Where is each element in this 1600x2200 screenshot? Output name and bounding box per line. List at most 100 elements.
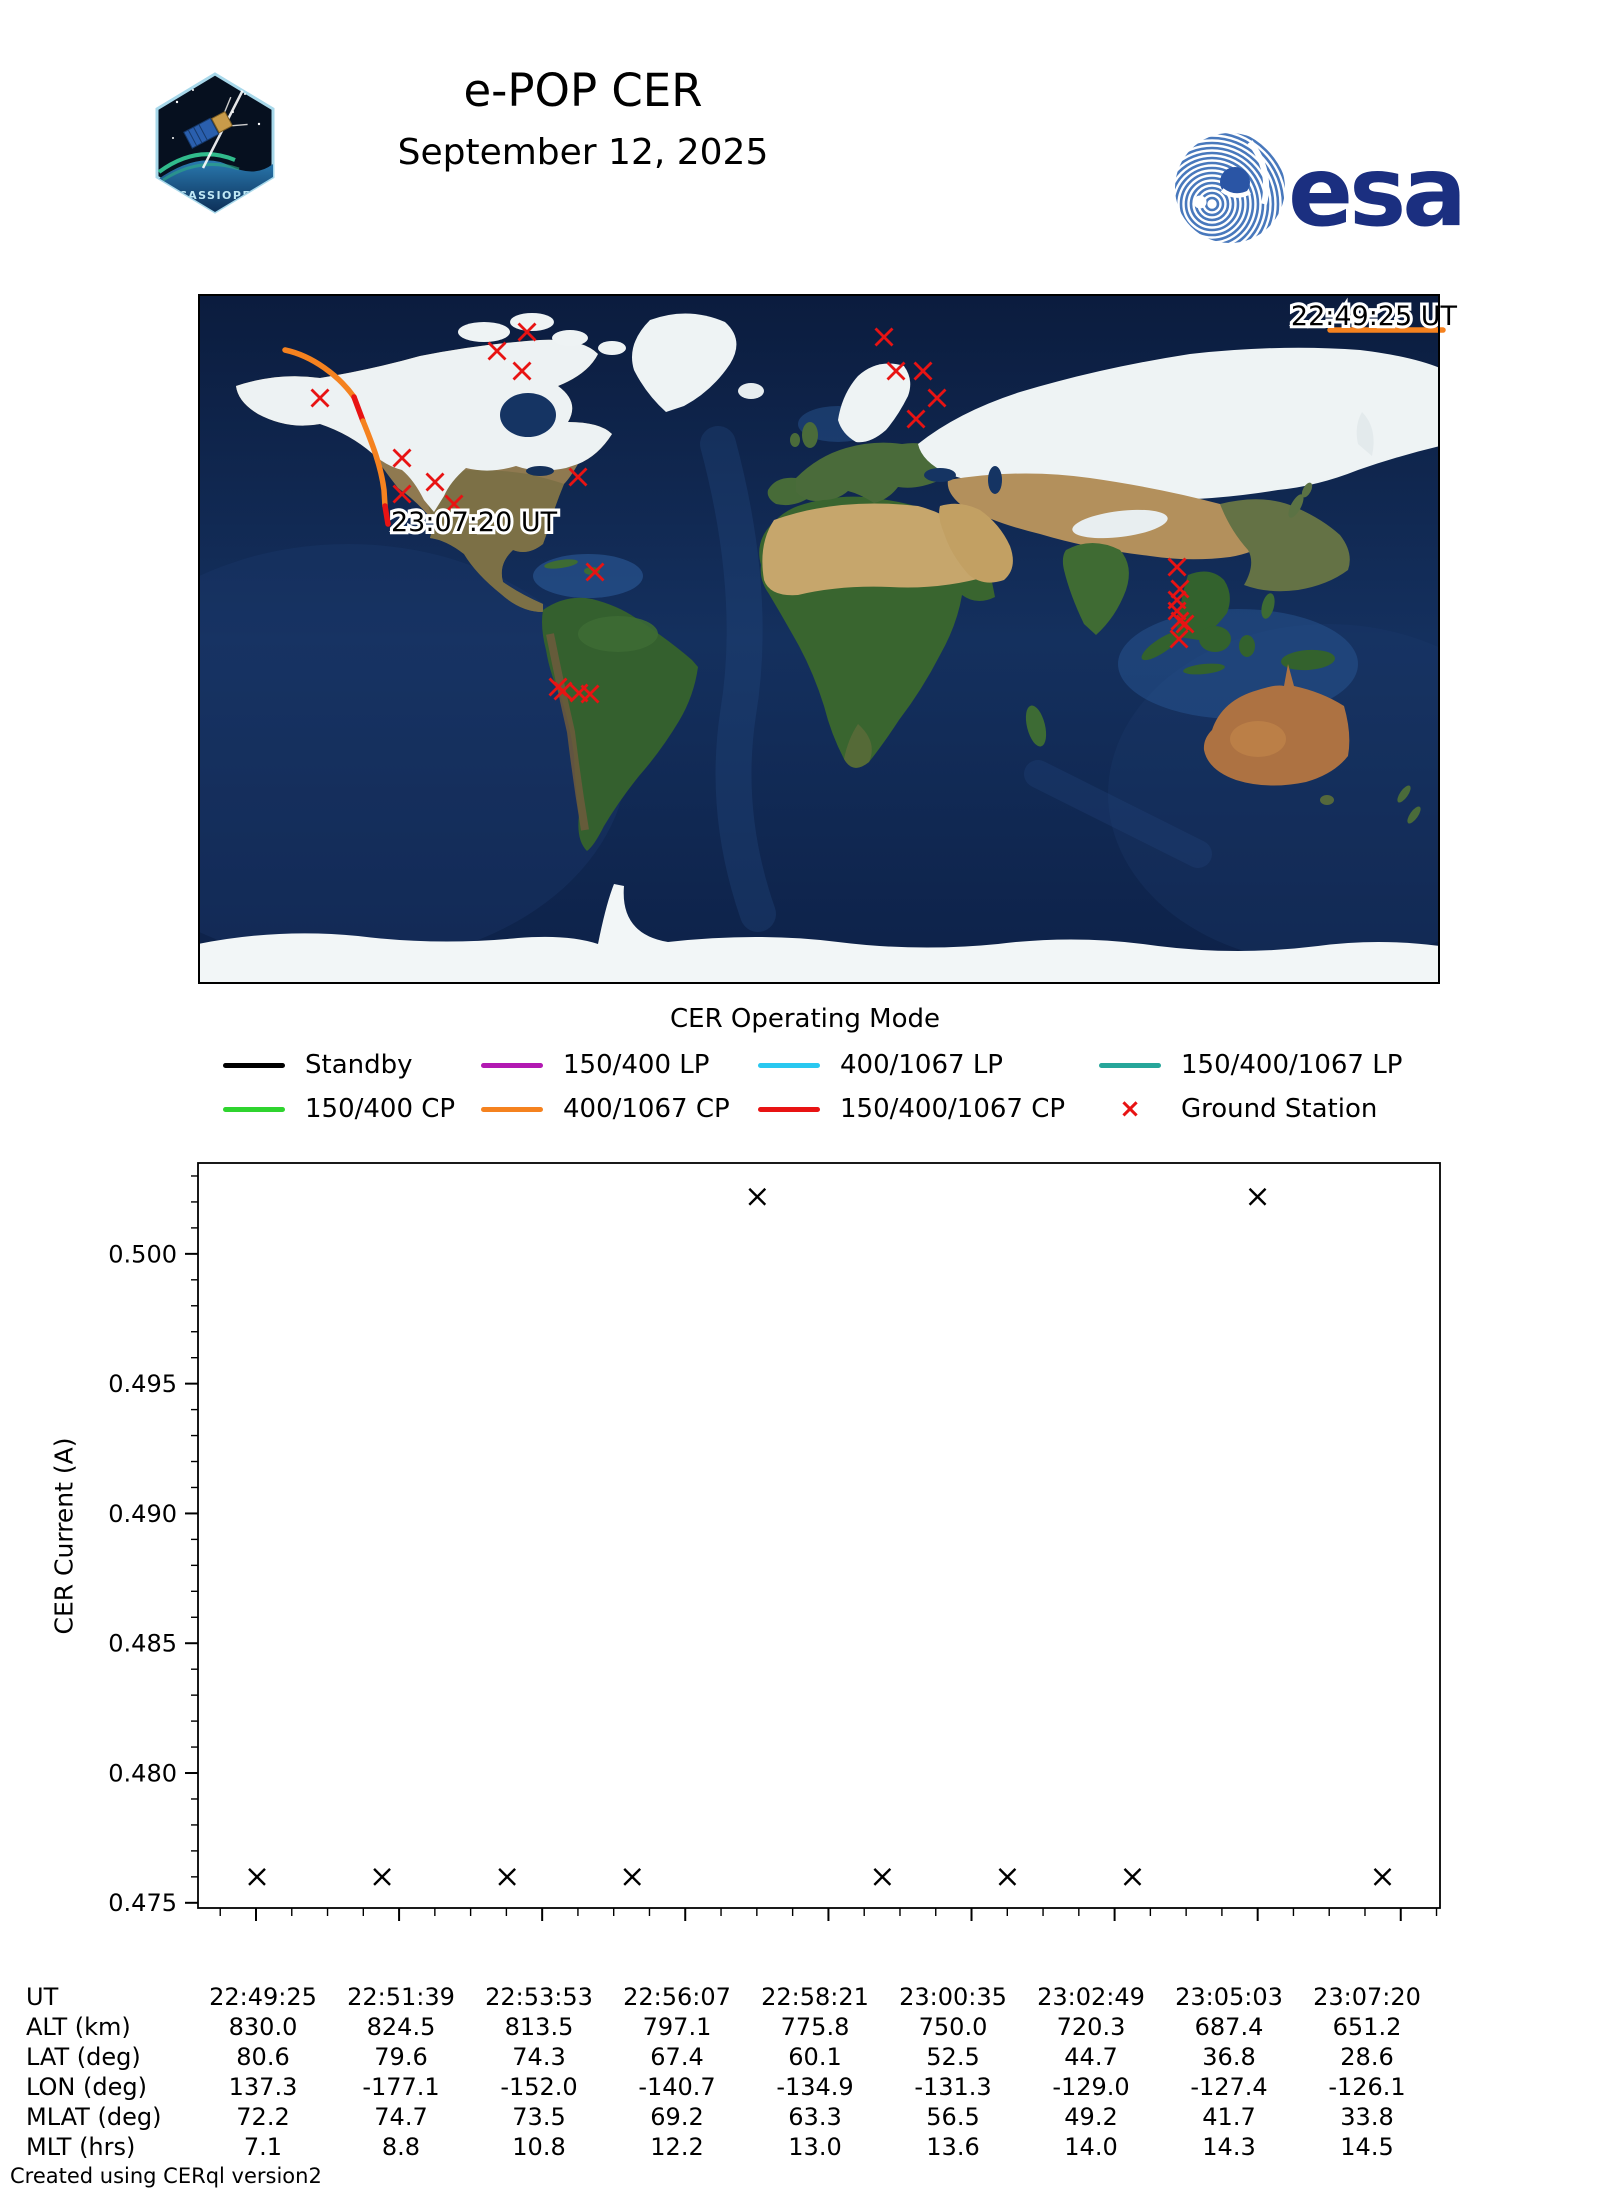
ground-station-marker bbox=[568, 467, 588, 487]
ground-station-marker bbox=[512, 361, 532, 381]
page-title: e-POP CER bbox=[463, 64, 703, 117]
table-row-label: MLAT (deg) bbox=[26, 2103, 162, 2131]
table-cell: 13.0 bbox=[788, 2133, 842, 2161]
ground-station-marker bbox=[444, 494, 464, 514]
legend-item-ground-station: × Ground Station bbox=[1099, 1094, 1429, 1124]
cassiope-mission-badge: CASSIOPE bbox=[155, 72, 275, 214]
ground-station-marker bbox=[913, 361, 933, 381]
world-map-svg: 22:49:25 UT 23:07:20 UT bbox=[198, 294, 1460, 984]
legend-label: 400/1067 CP bbox=[563, 1094, 730, 1124]
legend-item-150-400-1067-cp: 150/400/1067 CP bbox=[758, 1094, 1099, 1124]
table-row-label: LON (deg) bbox=[26, 2073, 147, 2101]
table-cell: 60.1 bbox=[788, 2043, 842, 2071]
table-cell: 36.8 bbox=[1202, 2043, 1256, 2071]
table-cell: 137.3 bbox=[228, 2073, 298, 2101]
header-title-block: e-POP CER September 12, 2025 bbox=[203, 66, 963, 173]
table-row-label: LAT (deg) bbox=[26, 2043, 141, 2071]
table-cell: 7.1 bbox=[243, 2133, 283, 2161]
table-cell: -129.0 bbox=[1052, 2073, 1130, 2101]
ephemeris-data-table: UT 22:49:25 22:51:39 22:53:53 22:56:07 22:58:… bbox=[22, 1982, 1436, 2162]
data-point-marker bbox=[998, 1868, 1017, 1886]
table-cell: 74.7 bbox=[374, 2103, 428, 2131]
y-tick-label: 0.500 bbox=[108, 1240, 177, 1268]
ground-station-marker bbox=[392, 484, 412, 504]
table-cell: 22:51:39 bbox=[347, 1983, 455, 2011]
ground-station-marker bbox=[1170, 611, 1190, 631]
legend-label: 150/400/1067 LP bbox=[1181, 1050, 1403, 1080]
ground-station-x-icon: × bbox=[1119, 1094, 1141, 1124]
table-cell: -152.0 bbox=[500, 2073, 578, 2101]
y-tick-label: 0.480 bbox=[108, 1759, 177, 1787]
table-cell: 813.5 bbox=[504, 2013, 574, 2041]
ground-track-map: 22:49:25 UT 23:07:20 UT bbox=[198, 294, 1460, 984]
data-point-marker bbox=[623, 1868, 642, 1886]
ground-station-marker bbox=[927, 388, 947, 408]
ground-station-marker bbox=[1169, 629, 1189, 649]
table-cell: 13.6 bbox=[926, 2133, 980, 2161]
cer-mode-legend: Standby 150/400 LP 400/1067 LP 150/400/1067… bbox=[223, 1048, 1429, 1136]
badge-cassiope-label: CASSIOPE bbox=[179, 189, 252, 202]
page-date-subtitle: September 12, 2025 bbox=[397, 131, 769, 173]
table-cell: 49.2 bbox=[1064, 2103, 1118, 2131]
table-cell: 14.0 bbox=[1064, 2133, 1118, 2161]
table-cell: 41.7 bbox=[1202, 2103, 1256, 2131]
ground-station-marker bbox=[1175, 614, 1195, 634]
table-cell: 14.5 bbox=[1340, 2133, 1394, 2161]
table-cell: 22:53:53 bbox=[485, 1983, 593, 2011]
legend-item-standby: Standby bbox=[223, 1050, 481, 1080]
legend-item-150-400-lp: 150/400 LP bbox=[481, 1050, 758, 1080]
data-point-marker bbox=[748, 1187, 767, 1206]
track-start-time-label: 22:49:25 UT bbox=[1291, 301, 1458, 332]
world-map-art bbox=[198, 294, 1440, 984]
data-point-marker bbox=[873, 1868, 892, 1886]
legend-item-400-1067-cp: 400/1067 CP bbox=[481, 1094, 758, 1124]
map-border bbox=[198, 294, 1440, 984]
y-tick-label: 0.485 bbox=[108, 1630, 177, 1658]
aurora-arc bbox=[157, 152, 236, 174]
table-cell: 23:02:49 bbox=[1037, 1983, 1145, 2011]
esa-globe-dot bbox=[1220, 167, 1250, 197]
ground-station-marker bbox=[310, 388, 330, 408]
table-row-label: UT bbox=[26, 1983, 59, 2011]
table-row-label: ALT (km) bbox=[26, 2013, 131, 2041]
ground-station-marker bbox=[585, 562, 605, 582]
legend-line-swatch bbox=[481, 1106, 543, 1112]
satellite-track bbox=[282, 327, 1446, 527]
data-point-marker bbox=[1248, 1187, 1267, 1206]
y-tick-label: 0.495 bbox=[108, 1370, 177, 1398]
footer-credit: Created using CERql version2 bbox=[10, 2164, 322, 2188]
table-cell: 80.6 bbox=[236, 2043, 290, 2071]
legend-item-400-1067-lp: 400/1067 LP bbox=[758, 1050, 1099, 1080]
table-cell: 69.2 bbox=[650, 2103, 704, 2131]
satellite-track-segment bbox=[282, 347, 357, 400]
satellite-track-segment bbox=[382, 503, 391, 527]
ground-station-marker bbox=[1170, 579, 1190, 599]
x-axis-ticks bbox=[219, 1908, 1438, 1921]
ground-station-marker bbox=[580, 684, 600, 704]
table-cell: 8.8 bbox=[381, 2133, 421, 2161]
table-cell: -177.1 bbox=[362, 2073, 440, 2101]
table-cell: 775.8 bbox=[780, 2013, 850, 2041]
table-cell: 33.8 bbox=[1340, 2103, 1394, 2131]
table-cell: 72.2 bbox=[236, 2103, 290, 2131]
esa-logo-text: esa bbox=[1288, 136, 1463, 248]
legend-label: 150/400/1067 CP bbox=[840, 1094, 1066, 1124]
satellite-illustration bbox=[183, 96, 248, 149]
legend-label: 150/400 LP bbox=[563, 1050, 710, 1080]
table-cell: 12.2 bbox=[650, 2133, 704, 2161]
legend-label: Standby bbox=[305, 1050, 413, 1080]
table-cell: 22:49:25 bbox=[209, 1983, 317, 2011]
table-cell: 23:07:20 bbox=[1313, 1983, 1421, 2011]
cer-current-scatter-chart: 0.475 0.480 0.485 0.490 0.495 0.500 bbox=[108, 1162, 1441, 1921]
ground-station-marker bbox=[1167, 557, 1187, 577]
table-cell: 720.3 bbox=[1056, 2013, 1126, 2041]
data-point-markers bbox=[248, 1187, 1392, 1886]
legend-title: CER Operating Mode bbox=[669, 1004, 941, 1034]
table-cell: 687.4 bbox=[1194, 2013, 1264, 2041]
legend-label: 150/400 CP bbox=[305, 1094, 456, 1124]
table-cell: 750.0 bbox=[918, 2013, 988, 2041]
ground-station-marker bbox=[874, 327, 894, 347]
legend-line-swatch bbox=[481, 1062, 543, 1068]
y-tick-label: 0.490 bbox=[108, 1500, 177, 1528]
